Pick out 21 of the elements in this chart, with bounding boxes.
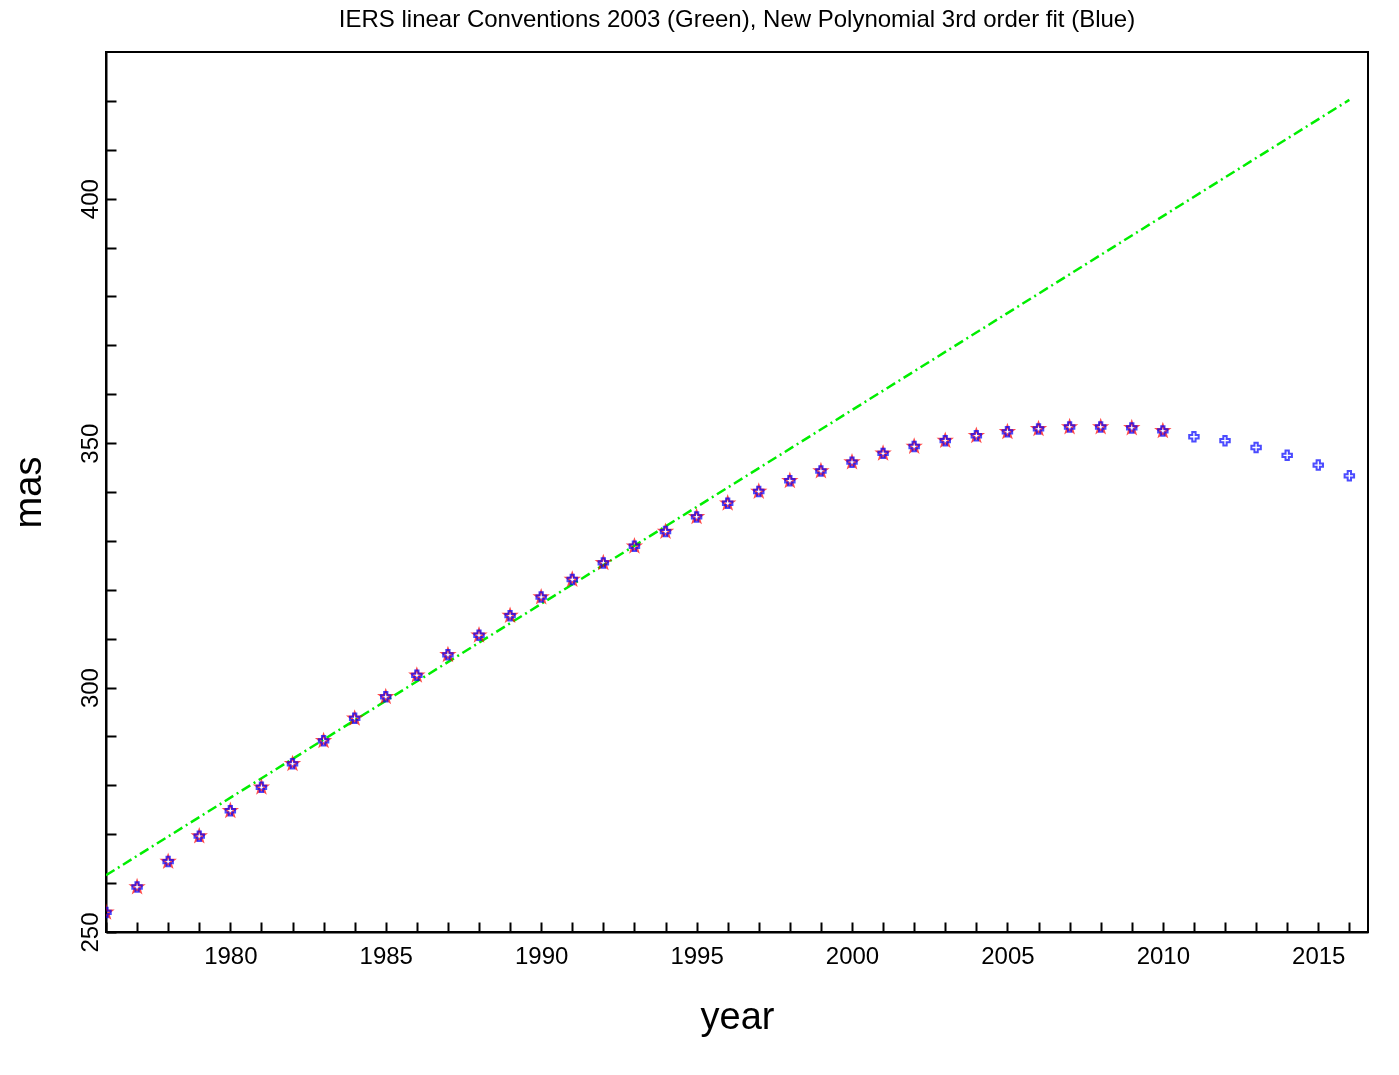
x-tick-label: 2015	[1292, 941, 1346, 969]
point	[1312, 459, 1325, 471]
x-tick-label: 2010	[1136, 941, 1191, 969]
point	[1188, 431, 1200, 443]
y-axis-title: mas	[6, 456, 49, 529]
x-tick-label: 1990	[514, 941, 569, 969]
x-tick-label: 1995	[670, 941, 724, 969]
x-tick-label: 1985	[359, 941, 413, 969]
point	[1343, 470, 1356, 482]
point	[1281, 449, 1293, 462]
x-tick-label: 2005	[981, 941, 1035, 969]
y-tick-label: 250	[75, 912, 103, 953]
x-tick-label: 1980	[204, 941, 258, 969]
point	[1219, 434, 1231, 447]
x-tick-label: 2000	[825, 941, 880, 969]
x-axis-title: year	[700, 994, 775, 1037]
point	[1250, 441, 1262, 454]
y-tick-label: 350	[75, 423, 103, 464]
y-tick-label: 400	[75, 179, 103, 220]
y-tick-label: 300	[75, 668, 103, 709]
chart-title: IERS linear Conventions 2003 (Green), New Polynomial 3rd order fit (Blue)	[338, 5, 1136, 32]
